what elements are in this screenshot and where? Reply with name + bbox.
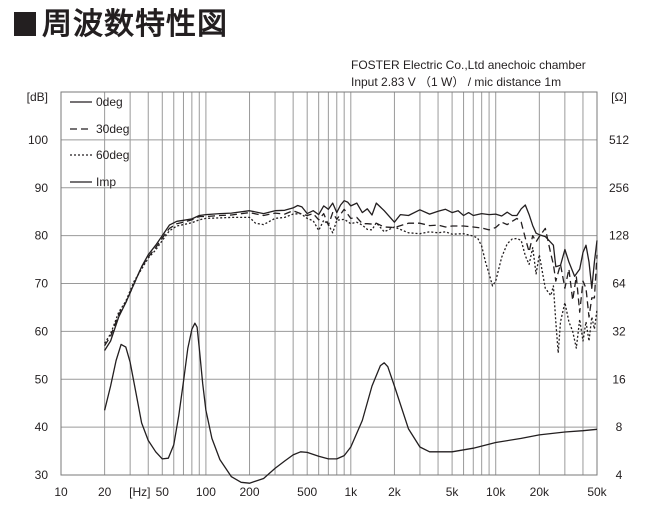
- series-line-30deg: [104, 208, 598, 347]
- series-line-0deg: [104, 200, 598, 351]
- x-tick-label: 10k: [486, 485, 506, 499]
- title-text: 周波数特性図: [42, 7, 228, 42]
- y-tick-label: 90: [35, 181, 49, 195]
- title-square-icon: [14, 12, 36, 36]
- chart-axes: 30 40 50 60 70 80 90 100 [dB] 4 8 16 32 64 128 256 512 [Ω…: [27, 90, 630, 499]
- y2-tick-label: 4: [616, 468, 623, 482]
- legend-label-30deg: 30deg: [96, 122, 129, 136]
- legend-label-imp: Imp: [96, 175, 116, 189]
- legend-label-0deg: 0deg: [96, 95, 123, 109]
- y-tick-label: 70: [35, 277, 49, 291]
- x-tick-label: 50: [156, 485, 170, 499]
- y-tick-label: 60: [35, 324, 49, 338]
- x-tick-label: 200: [240, 485, 260, 499]
- y2-tick-label: 128: [609, 229, 629, 243]
- plot-frame: [60, 91, 598, 476]
- x-tick-label: 100: [196, 485, 216, 499]
- y2-tick-label: 32: [612, 324, 626, 338]
- page-title: 周波数特性図: [14, 4, 228, 46]
- y-tick-label: 30: [35, 468, 49, 482]
- x-tick-label: 10: [54, 485, 68, 499]
- y2-tick-label: 512: [609, 133, 629, 147]
- chart-legend: 0deg 30deg 60deg Imp: [70, 95, 129, 189]
- x-tick-label: 50k: [587, 485, 607, 499]
- y2-tick-label: 64: [612, 277, 626, 291]
- x-tick-label: 5k: [446, 485, 460, 499]
- y-axis-unit: [dB]: [27, 90, 48, 104]
- y-tick-label: 100: [28, 133, 48, 147]
- y-tick-label: 80: [35, 229, 49, 243]
- test-conditions-line1: FOSTER Electric Co.,Ltd anechoic chamber: [351, 58, 586, 72]
- chart-grid: [60, 91, 598, 476]
- y-tick-label: 40: [35, 420, 49, 434]
- y2-tick-label: 8: [616, 420, 623, 434]
- y2-axis-unit: [Ω]: [611, 90, 627, 104]
- x-tick-label: 20: [98, 485, 112, 499]
- series-line-60deg: [104, 212, 598, 354]
- chart-curves: [103, 200, 598, 484]
- x-tick-label: 500: [297, 485, 317, 499]
- y2-tick-label: 256: [609, 181, 629, 195]
- series-line-imp: [103, 322, 598, 484]
- legend-label-60deg: 60deg: [96, 148, 129, 162]
- x-tick-label: 20k: [530, 485, 550, 499]
- test-conditions-line2: Input 2.83 V （1 W） / mic distance 1m: [351, 75, 562, 89]
- y-tick-label: 50: [35, 372, 49, 386]
- x-tick-label: [Hz]: [129, 485, 150, 499]
- x-tick-label: 1k: [344, 485, 358, 499]
- x-tick-label: 2k: [388, 485, 402, 499]
- y2-tick-label: 16: [612, 372, 626, 386]
